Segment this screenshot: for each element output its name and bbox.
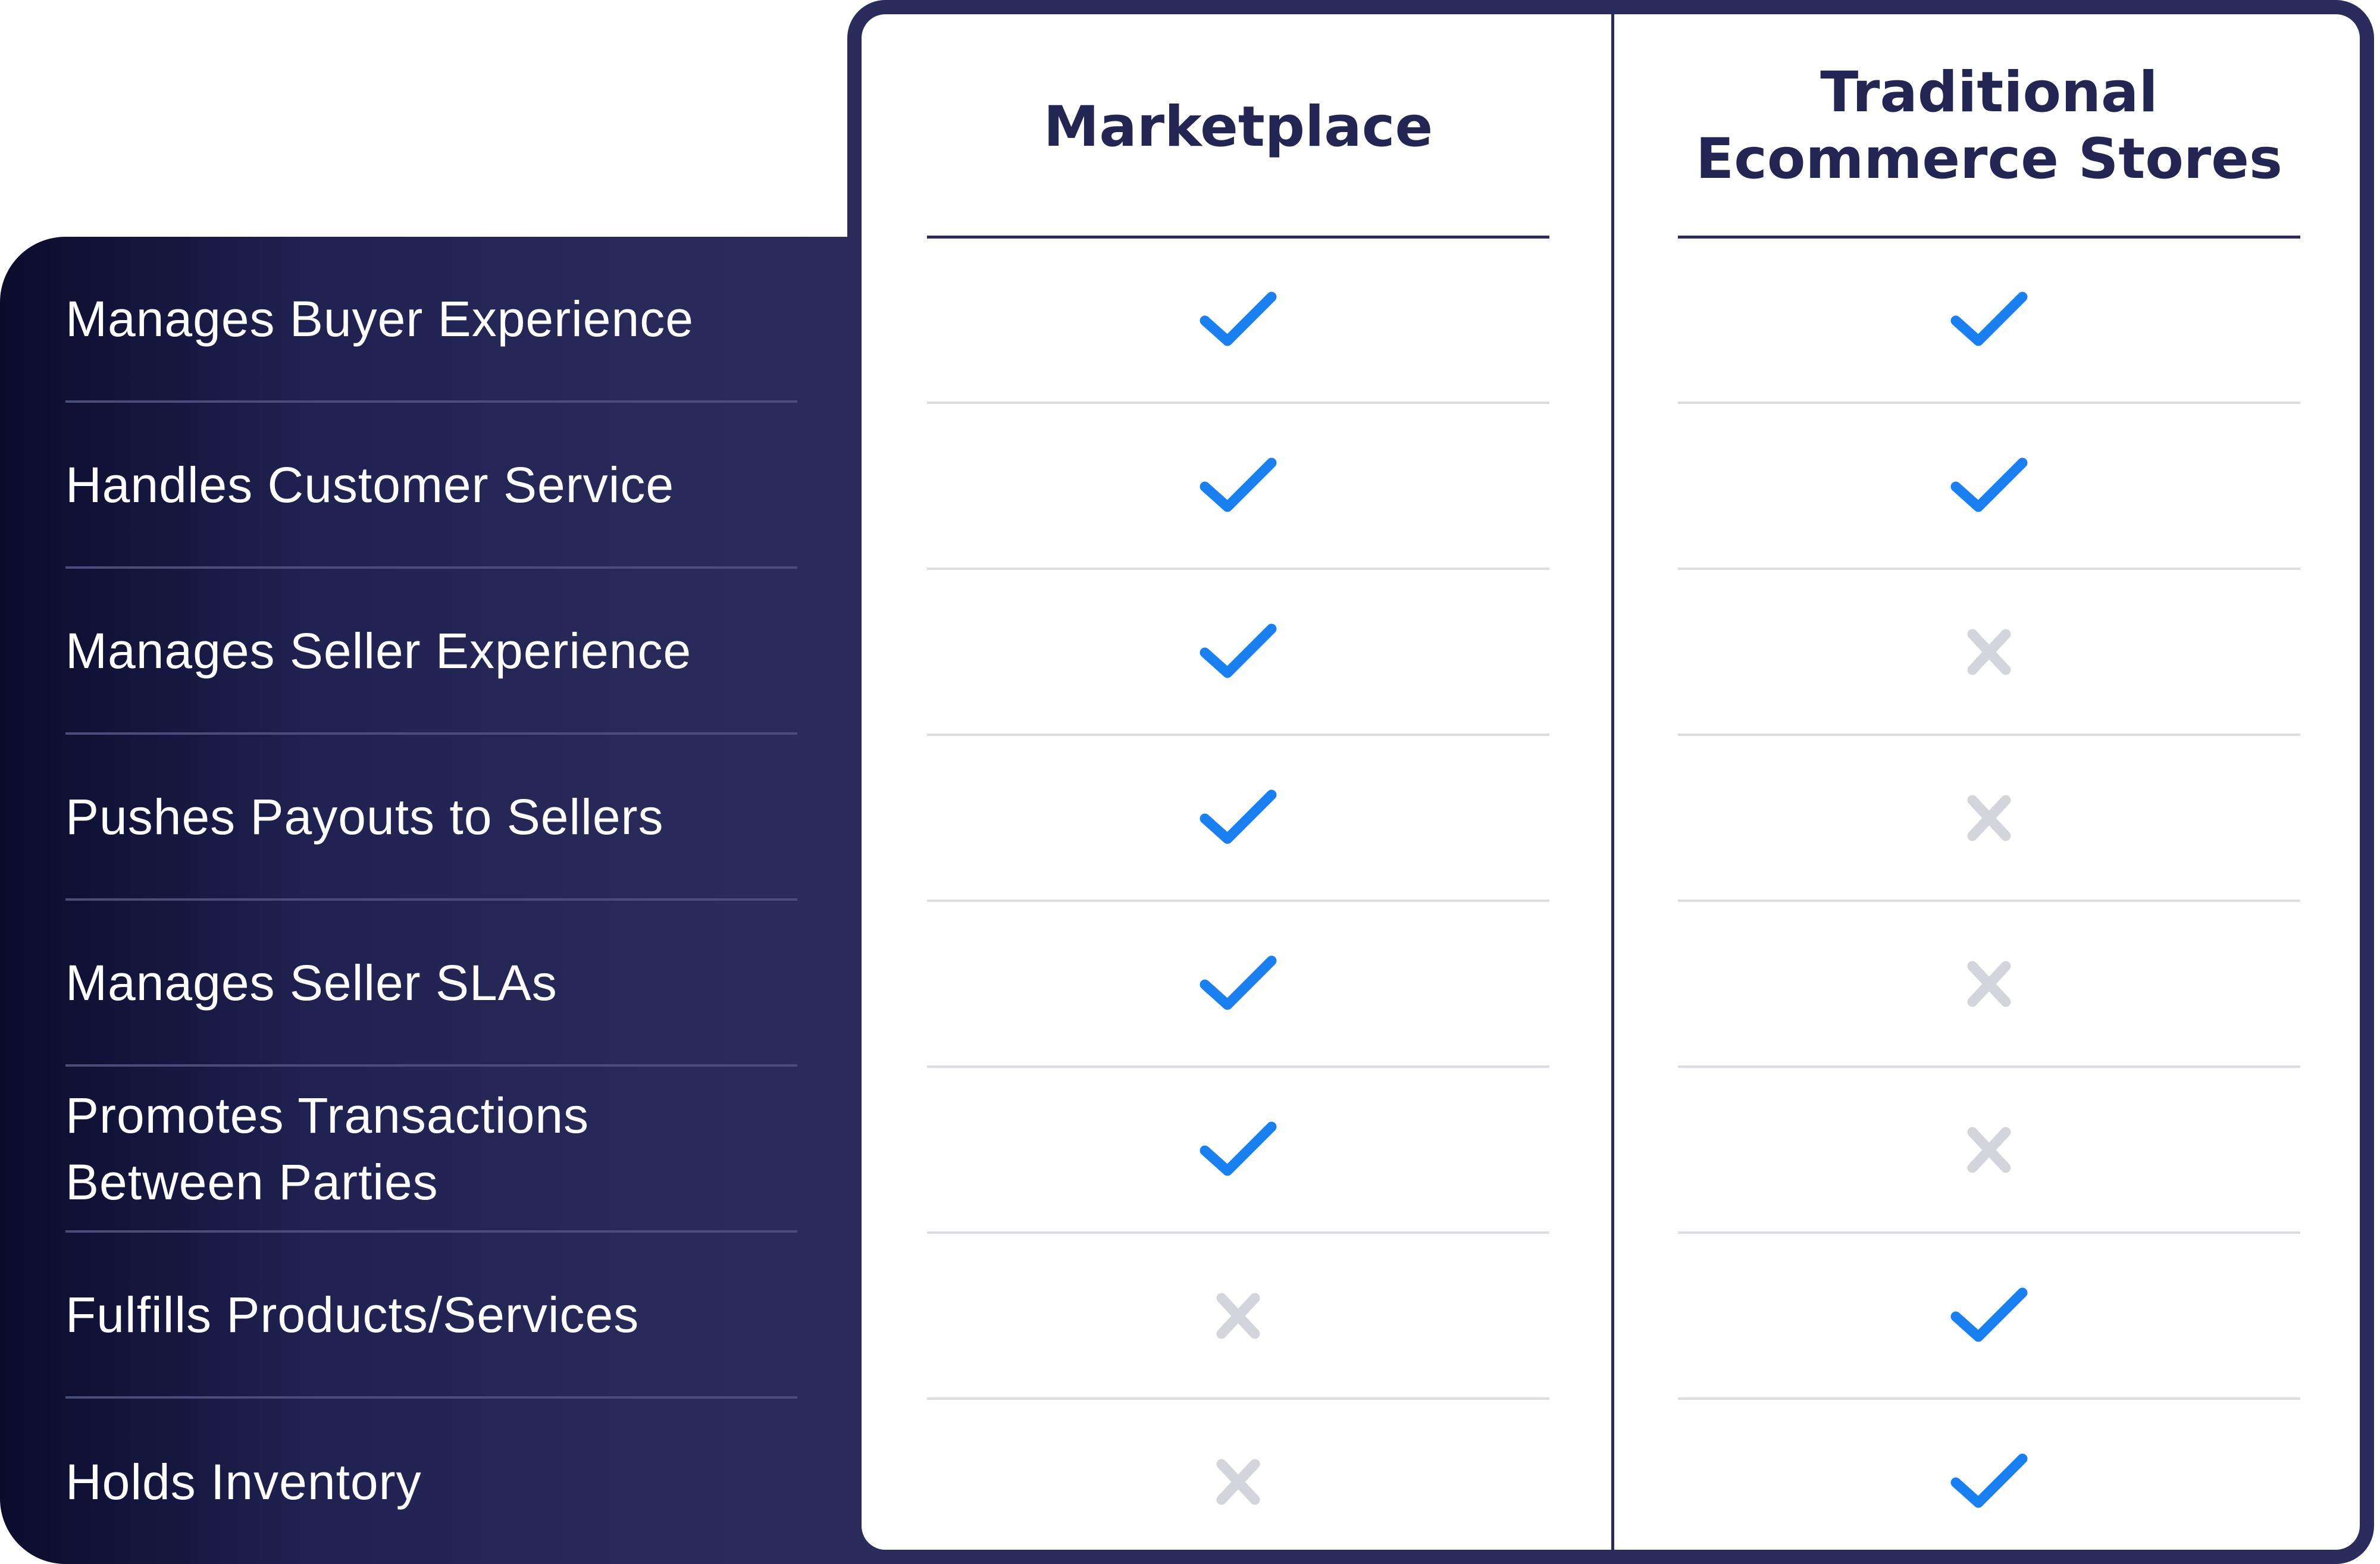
- marketplace-status: [1197, 1117, 1280, 1183]
- row-divider: [1678, 402, 2300, 404]
- check-icon: [1197, 453, 1280, 519]
- marketplace-status: [1197, 785, 1280, 851]
- check-icon: [1197, 951, 1280, 1017]
- marketplace-status: [1197, 1283, 1280, 1349]
- cross-icon: [1947, 1117, 2031, 1183]
- traditional-status: [1947, 1449, 2031, 1515]
- cross-icon: [1197, 1283, 1280, 1349]
- feature-row-pushes-payouts: Pushes Payouts to Sellers: [65, 735, 797, 901]
- feature-row-fulfills-products: Fulfills Products/Services: [65, 1233, 797, 1399]
- feature-label: Manages Buyer Experience: [65, 290, 694, 347]
- traditional-status: [1947, 619, 2031, 685]
- header-rule-traditional: [1678, 236, 2300, 239]
- check-icon: [1197, 1117, 1280, 1183]
- check-icon: [1947, 1449, 2031, 1515]
- feature-row-manages-seller-experience: Manages Seller Experience: [65, 569, 797, 735]
- cross-icon: [1947, 619, 2031, 685]
- column-title-line: Traditional: [1820, 60, 2158, 125]
- marketplace-status: [1197, 453, 1280, 519]
- check-icon: [1947, 1283, 2031, 1349]
- marketplace-status: [1197, 619, 1280, 685]
- row-divider: [927, 899, 1549, 902]
- cross-icon: [1947, 785, 2031, 851]
- feature-label: Manages Seller SLAs: [65, 954, 558, 1011]
- check-icon: [1947, 287, 2031, 353]
- feature-label-line2: Between Parties: [65, 1154, 439, 1210]
- marketplace-status: [1197, 287, 1280, 353]
- traditional-status: [1947, 951, 2031, 1017]
- row-divider: [1678, 899, 2300, 902]
- feature-row-manages-buyer-experience: Manages Buyer Experience: [65, 237, 797, 403]
- feature-label: Promotes Transactions: [65, 1087, 590, 1143]
- column-title-line: Ecommerce Stores: [1696, 127, 2282, 192]
- row-divider: [1678, 734, 2300, 736]
- feature-label: Pushes Payouts to Sellers: [65, 788, 664, 845]
- traditional-status: [1947, 1117, 2031, 1183]
- check-icon: [1197, 287, 1280, 353]
- row-divider: [1678, 568, 2300, 570]
- marketplace-status: [1197, 1449, 1280, 1515]
- check-icon: [1197, 785, 1280, 851]
- traditional-status: [1947, 453, 2031, 519]
- feature-row-promotes-transactions: Promotes Transactions Between Parties: [65, 1067, 797, 1233]
- comparison-card: [847, 0, 2374, 1564]
- check-icon: [1197, 619, 1280, 685]
- row-divider: [927, 568, 1549, 570]
- header-rule-marketplace: [927, 236, 1549, 239]
- feature-label: Holds Inventory: [65, 1453, 422, 1510]
- marketplace-status: [1197, 951, 1280, 1017]
- row-divider: [927, 1065, 1549, 1068]
- row-divider: [927, 1397, 1549, 1400]
- traditional-status: [1947, 785, 2031, 851]
- cross-icon: [1197, 1449, 1280, 1515]
- feature-label: Manages Seller Experience: [65, 622, 692, 679]
- row-divider: [1678, 1231, 2300, 1234]
- column-title-marketplace: Marketplace: [1043, 95, 1433, 159]
- feature-row-holds-inventory: Holds Inventory: [65, 1399, 797, 1564]
- column-title-traditional: Traditional Ecommerce Stores: [1678, 59, 2300, 193]
- row-divider: [927, 402, 1549, 404]
- check-icon: [1947, 453, 2031, 519]
- column-divider: [1611, 13, 1614, 1551]
- feature-label: Handles Customer Service: [65, 456, 675, 513]
- row-divider: [1678, 1397, 2300, 1400]
- row-divider: [927, 1231, 1549, 1234]
- feature-row-manages-seller-slas: Manages Seller SLAs: [65, 901, 797, 1067]
- feature-row-handles-customer-service: Handles Customer Service: [65, 403, 797, 569]
- feature-label: Fulfills Products/Services: [65, 1286, 640, 1343]
- traditional-status: [1947, 287, 2031, 353]
- row-divider: [927, 734, 1549, 736]
- cross-icon: [1947, 951, 2031, 1017]
- traditional-status: [1947, 1283, 2031, 1349]
- feature-label-multiline: Promotes Transactions Between Parties: [65, 1082, 589, 1215]
- row-divider: [1678, 1065, 2300, 1068]
